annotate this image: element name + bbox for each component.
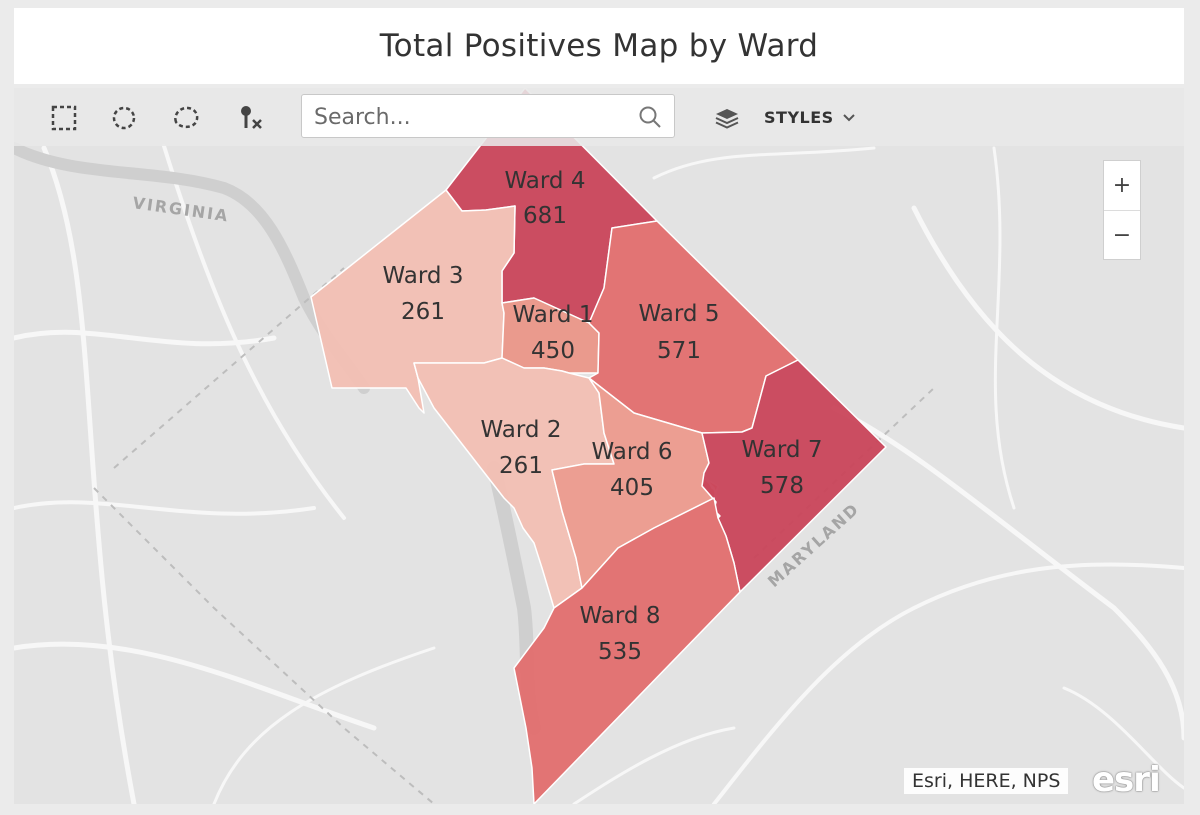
ward-2-value: 261 xyxy=(499,453,543,479)
ward-polygons xyxy=(310,88,887,804)
ward-7-value: 578 xyxy=(760,473,804,499)
page-title: Total Positives Map by Ward xyxy=(379,28,819,64)
search-box xyxy=(301,94,675,138)
styles-label: STYLES xyxy=(764,108,834,127)
ward-4-name: Ward 4 xyxy=(505,168,586,194)
ward-3-value: 261 xyxy=(401,299,445,325)
ward-6-value: 405 xyxy=(610,475,654,501)
search-icon[interactable] xyxy=(638,105,662,134)
basemap: VIRGINIA MARYLAND Ward 4 681 Ward 3 261 … xyxy=(14,88,1184,804)
zoom-in-button[interactable]: + xyxy=(1112,173,1132,198)
layers-icon[interactable] xyxy=(714,106,740,137)
zoom-out-button[interactable]: − xyxy=(1104,210,1140,260)
select-lasso-button[interactable] xyxy=(170,102,202,134)
map-toolbar: STYLES xyxy=(14,88,1184,146)
ward-8-value: 535 xyxy=(598,639,642,665)
select-circle-button[interactable] xyxy=(108,102,140,134)
zoom-control: + − xyxy=(1103,160,1141,260)
ward-2-name: Ward 2 xyxy=(481,417,562,443)
search-input[interactable] xyxy=(312,101,626,133)
ward-6-name: Ward 6 xyxy=(592,439,673,465)
clear-selection-button[interactable] xyxy=(234,102,266,134)
chevron-down-icon xyxy=(842,113,855,121)
ward-5-value: 571 xyxy=(657,338,701,364)
ward-7-name: Ward 7 xyxy=(742,437,823,463)
ward-1-name: Ward 1 xyxy=(513,302,594,328)
ward-3-name: Ward 3 xyxy=(383,263,464,289)
basemap-roads xyxy=(14,144,1184,804)
ward-4-value: 681 xyxy=(523,203,567,229)
styles-dropdown[interactable]: STYLES xyxy=(764,108,856,127)
pin-clear-icon xyxy=(241,106,262,129)
map-attribution: Esri, HERE, NPS xyxy=(904,768,1069,794)
dashed-square-icon xyxy=(51,105,77,131)
ward-labels: Ward 4 681 Ward 3 261 Ward 1 450 Ward 5 … xyxy=(383,168,823,665)
ward-1-value: 450 xyxy=(531,338,575,364)
dashed-circle-icon xyxy=(112,106,136,130)
esri-logo: esri xyxy=(1092,760,1161,800)
title-bar: Total Positives Map by Ward xyxy=(14,8,1184,84)
ward-8-area[interactable] xyxy=(513,497,741,804)
dashed-lasso-icon xyxy=(174,106,199,129)
ward-8-name: Ward 8 xyxy=(580,603,661,629)
select-rectangle-button[interactable] xyxy=(48,102,80,134)
ward-5-name: Ward 5 xyxy=(639,301,720,327)
map-view[interactable]: VIRGINIA MARYLAND Ward 4 681 Ward 3 261 … xyxy=(14,88,1184,804)
